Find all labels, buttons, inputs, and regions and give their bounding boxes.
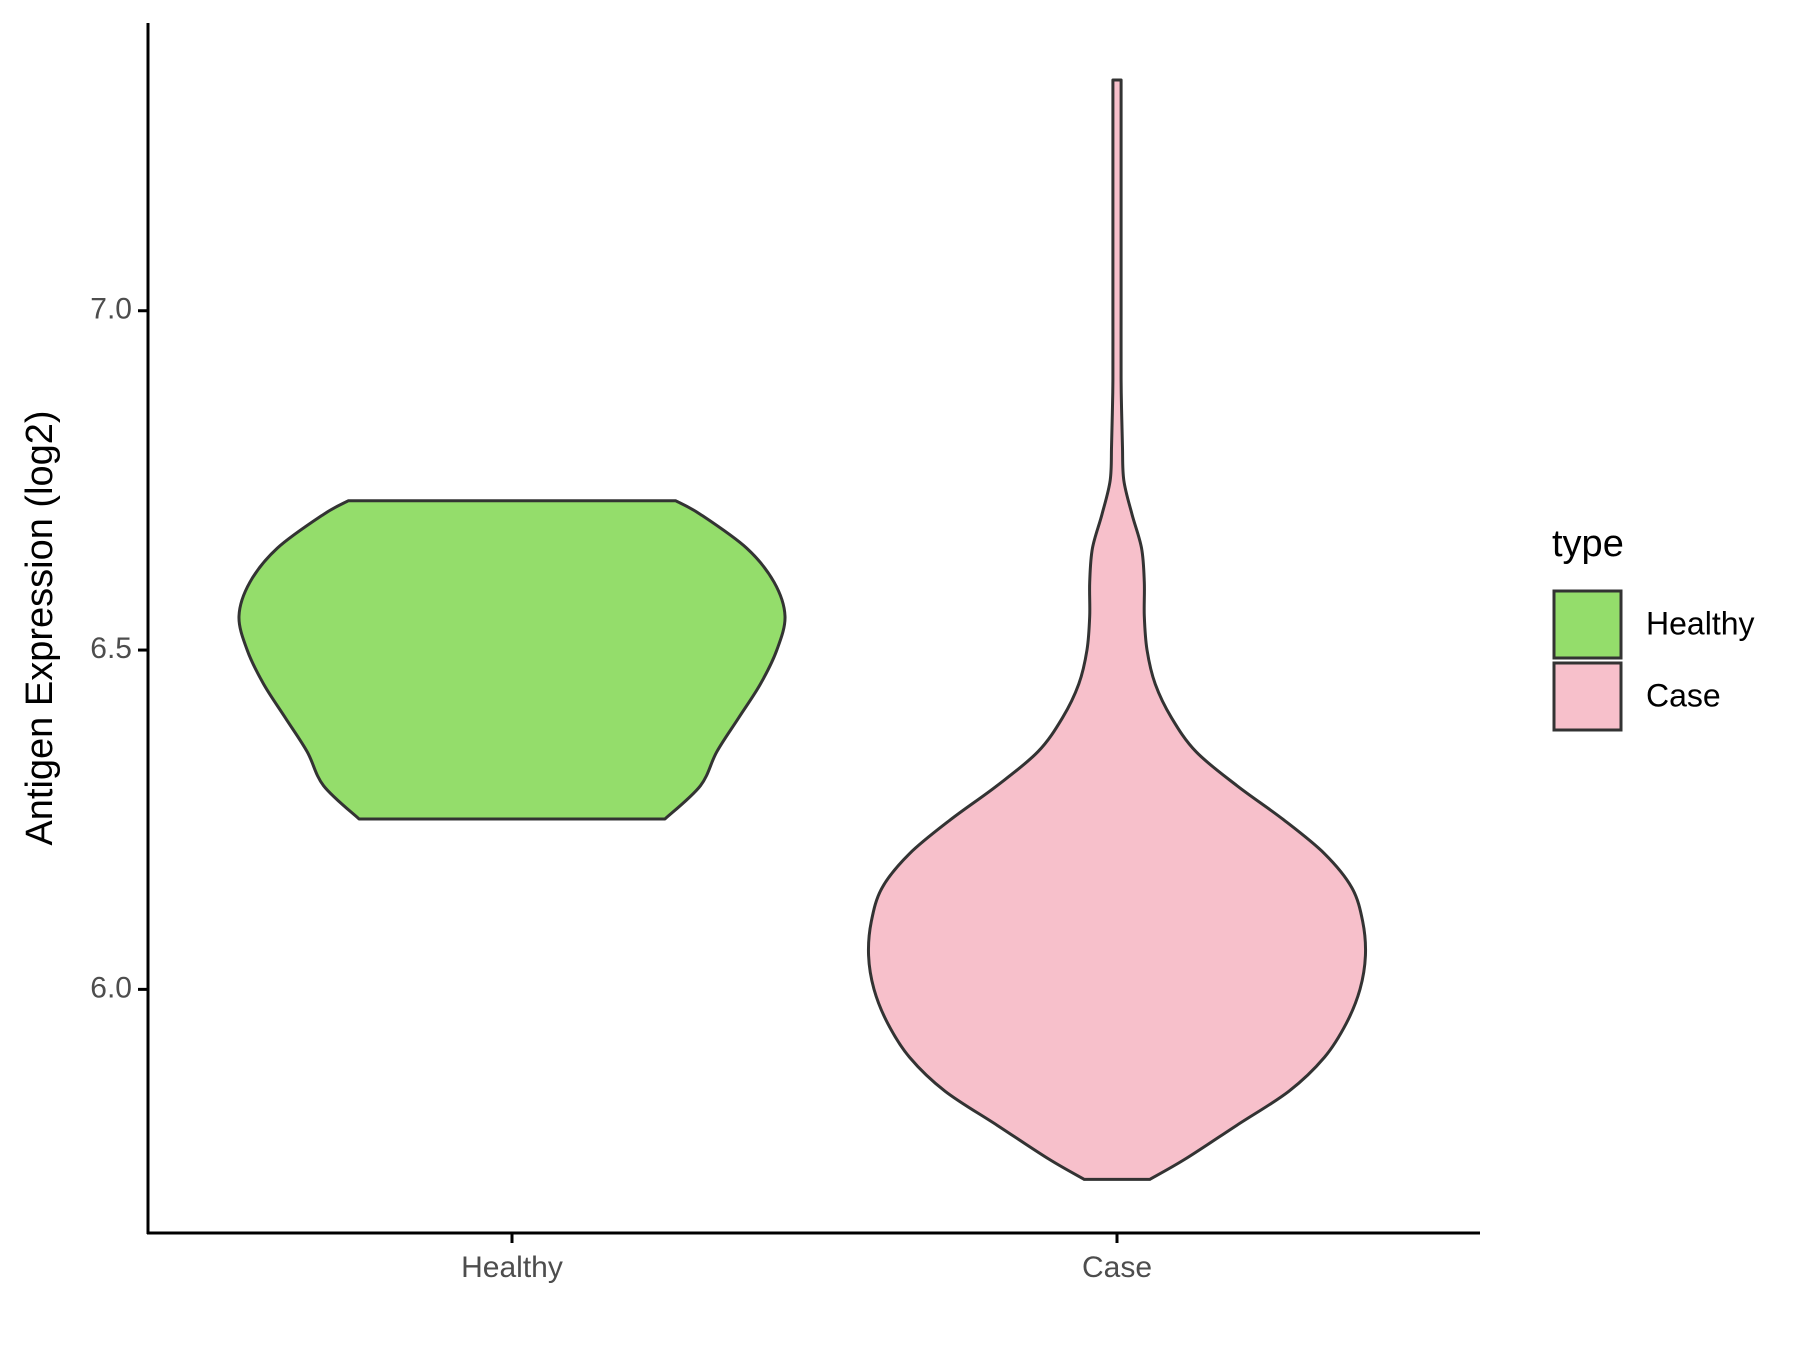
legend-swatch (1552, 661, 1623, 732)
violin (237, 499, 787, 821)
y-tick-label: 6.0 (90, 971, 132, 1004)
y-tick-label: 6.5 (90, 632, 132, 665)
legend-title: type (1552, 523, 1624, 565)
x-tick-label: Healthy (461, 1251, 563, 1284)
legend-label: Case (1646, 677, 1721, 713)
x-tick-label: Case (1082, 1251, 1152, 1284)
legend-swatch (1552, 589, 1623, 660)
legend-label: Healthy (1646, 605, 1755, 641)
violin (866, 78, 1368, 1181)
y-axis-title: Antigen Expression (log2) (19, 410, 61, 845)
y-tick-label: 7.0 (90, 293, 132, 326)
